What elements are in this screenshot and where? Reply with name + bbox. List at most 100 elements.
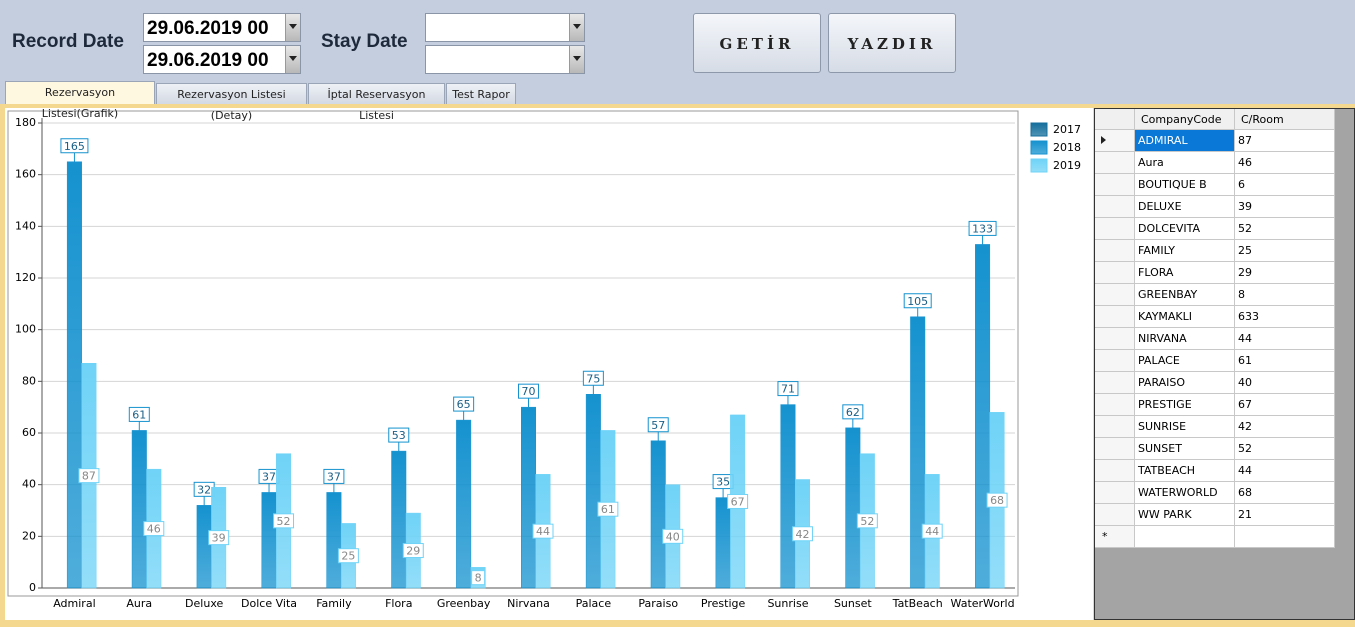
cell[interactable]: 44 [1235,460,1335,482]
row-header[interactable] [1095,372,1135,394]
row-header[interactable] [1095,130,1135,152]
row-header[interactable] [1095,262,1135,284]
header-corner [1095,109,1135,130]
row-header[interactable] [1095,284,1135,306]
row-header[interactable] [1095,240,1135,262]
stay-date-from[interactable] [425,13,585,42]
stay-date-to[interactable] [425,45,585,74]
cell[interactable]: 61 [1235,350,1335,372]
new-row-cell[interactable] [1135,526,1235,548]
row-header[interactable] [1095,174,1135,196]
x-tick-label: Sunset [834,597,872,610]
row-header[interactable] [1095,196,1135,218]
bar [196,505,212,589]
row-header[interactable] [1095,438,1135,460]
cell[interactable]: Aura [1135,152,1235,174]
data-label: 57 [651,419,665,432]
row-header[interactable] [1095,306,1135,328]
row-header[interactable] [1095,394,1135,416]
cell[interactable]: KAYMAKLI [1135,306,1235,328]
cell[interactable]: 29 [1235,262,1335,284]
column-header[interactable]: CompanyCode [1135,109,1235,130]
yazdir-button[interactable]: YAZDIR [828,13,956,73]
cell[interactable]: NIRVANA [1135,328,1235,350]
cell[interactable]: 52 [1235,218,1335,240]
data-label-box [78,468,100,484]
y-tick-label: 180 [15,116,36,129]
cell[interactable]: DOLCEVITA [1135,218,1235,240]
current-row-indicator [1101,136,1110,144]
cell[interactable]: 67 [1235,394,1335,416]
data-label: 32 [197,483,211,496]
cell[interactable]: FLORA [1135,262,1235,284]
data-label-box [968,220,997,236]
x-tick-label: WaterWorld [951,597,1015,610]
cell[interactable]: 6 [1235,174,1335,196]
bar [585,394,601,589]
new-row-header[interactable]: * [1095,526,1135,548]
data-label-box [727,493,749,509]
legend-label: 2018 [1053,141,1081,154]
getir-button[interactable]: GETİR [693,13,821,73]
cell[interactable]: BOUTIQUE B [1135,174,1235,196]
cell[interactable]: TATBEACH [1135,460,1235,482]
dropdown-button[interactable] [285,14,300,41]
cell[interactable]: SUNRISE [1135,416,1235,438]
row-header[interactable] [1095,328,1135,350]
data-label-box [273,513,295,529]
row-header[interactable] [1095,460,1135,482]
cell[interactable]: DELUXE [1135,196,1235,218]
row-header[interactable] [1095,504,1135,526]
bar [456,419,472,589]
cell[interactable]: 633 [1235,306,1335,328]
cell[interactable]: WW PARK [1135,504,1235,526]
record-date-from[interactable]: 29.06.2019 00 [143,13,301,42]
bar [780,404,796,589]
cell[interactable]: 46 [1235,152,1335,174]
cell[interactable]: PALACE [1135,350,1235,372]
tab[interactable]: İptal Reservasyon Listesi [308,83,445,122]
cell[interactable]: 25 [1235,240,1335,262]
data-label: 8 [475,572,482,585]
row-header[interactable] [1095,350,1135,372]
cell[interactable]: 87 [1235,130,1335,152]
cell[interactable]: GREENBAY [1135,284,1235,306]
data-label-box [986,492,1008,508]
chart: 0 20 40 60 80 100 120 140 160 180 Admiral 165 87 Aura… [5,108,1093,620]
cell[interactable]: 39 [1235,196,1335,218]
cell[interactable]: PARAISO [1135,372,1235,394]
row-header[interactable] [1095,218,1135,240]
tab[interactable]: Test Rapor [446,83,516,104]
cell[interactable]: 8 [1235,284,1335,306]
dropdown-button[interactable] [569,14,584,41]
cell[interactable]: 68 [1235,482,1335,504]
cell[interactable]: WATERWORLD [1135,482,1235,504]
record-date-label: Record Date [12,31,124,52]
cell[interactable]: FAMILY [1135,240,1235,262]
row-header[interactable] [1095,416,1135,438]
dropdown-button[interactable] [569,46,584,73]
row-header[interactable] [1095,482,1135,504]
cell[interactable]: ADMIRAL [1135,130,1235,152]
record-date-to[interactable]: 29.06.2019 00 [143,45,301,74]
row-header[interactable] [1095,152,1135,174]
data-label: 165 [64,140,85,153]
data-label-box [856,513,878,529]
legend-swatch [1030,122,1048,137]
cell[interactable]: 44 [1235,328,1335,350]
dropdown-button[interactable] [285,46,300,73]
data-label: 25 [341,550,355,563]
cell[interactable]: 42 [1235,416,1335,438]
tab[interactable]: Rezervasyon Listesi (Detay) [156,83,307,122]
cell[interactable]: 40 [1235,372,1335,394]
column-header[interactable]: C/Room [1235,109,1335,130]
tab[interactable]: Rezervasyon Listesi(Grafik) [5,81,155,120]
cell[interactable]: 21 [1235,504,1335,526]
cell[interactable]: SUNSET [1135,438,1235,460]
x-tick-label: Deluxe [185,597,223,610]
cell[interactable]: PRESTIGE [1135,394,1235,416]
cell[interactable]: 52 [1235,438,1335,460]
new-row-cell[interactable] [1235,526,1335,548]
data-label: 40 [666,530,680,543]
